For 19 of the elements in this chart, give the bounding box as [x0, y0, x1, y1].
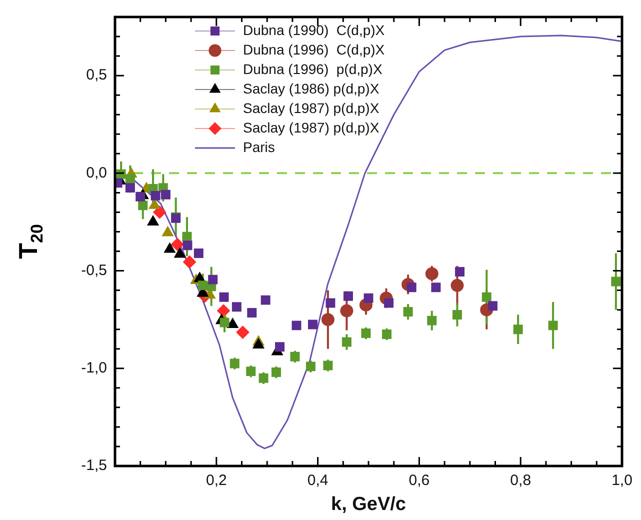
y-tick-label: -0,5	[81, 262, 107, 279]
x-tick-label: 0,4	[307, 472, 328, 490]
legend-label: Dubna (1996) C(d,p)X	[243, 41, 386, 58]
y-tick-label: 0,5	[86, 66, 107, 84]
y-tick-label: -1,5	[81, 457, 107, 474]
legend-label: Saclay (1986) p(d,p)X	[243, 80, 380, 96]
x-axis-title: k, GeV/c	[331, 494, 406, 515]
x-tick-label: 0,6	[408, 472, 430, 490]
y-tick-label: 0,0	[86, 164, 107, 182]
legend-label: Dubna (1996) p(d,p)X	[243, 60, 383, 77]
x-tick-label: 0,8	[510, 472, 532, 490]
legend-label: Saclay (1987) p(d,p)X	[243, 100, 380, 116]
legend-label: Saclay (1987) p(d,p)X	[243, 119, 380, 136]
x-tick-label: 1,0	[612, 472, 632, 490]
legend-label: Paris	[243, 138, 275, 155]
x-tick-label: 0,2	[206, 472, 227, 490]
y-tick-label: -1,0	[81, 360, 107, 377]
legend-label: Dubna (1990) C(d,p)X	[243, 22, 386, 38]
y-axis-title: T20	[13, 224, 46, 259]
